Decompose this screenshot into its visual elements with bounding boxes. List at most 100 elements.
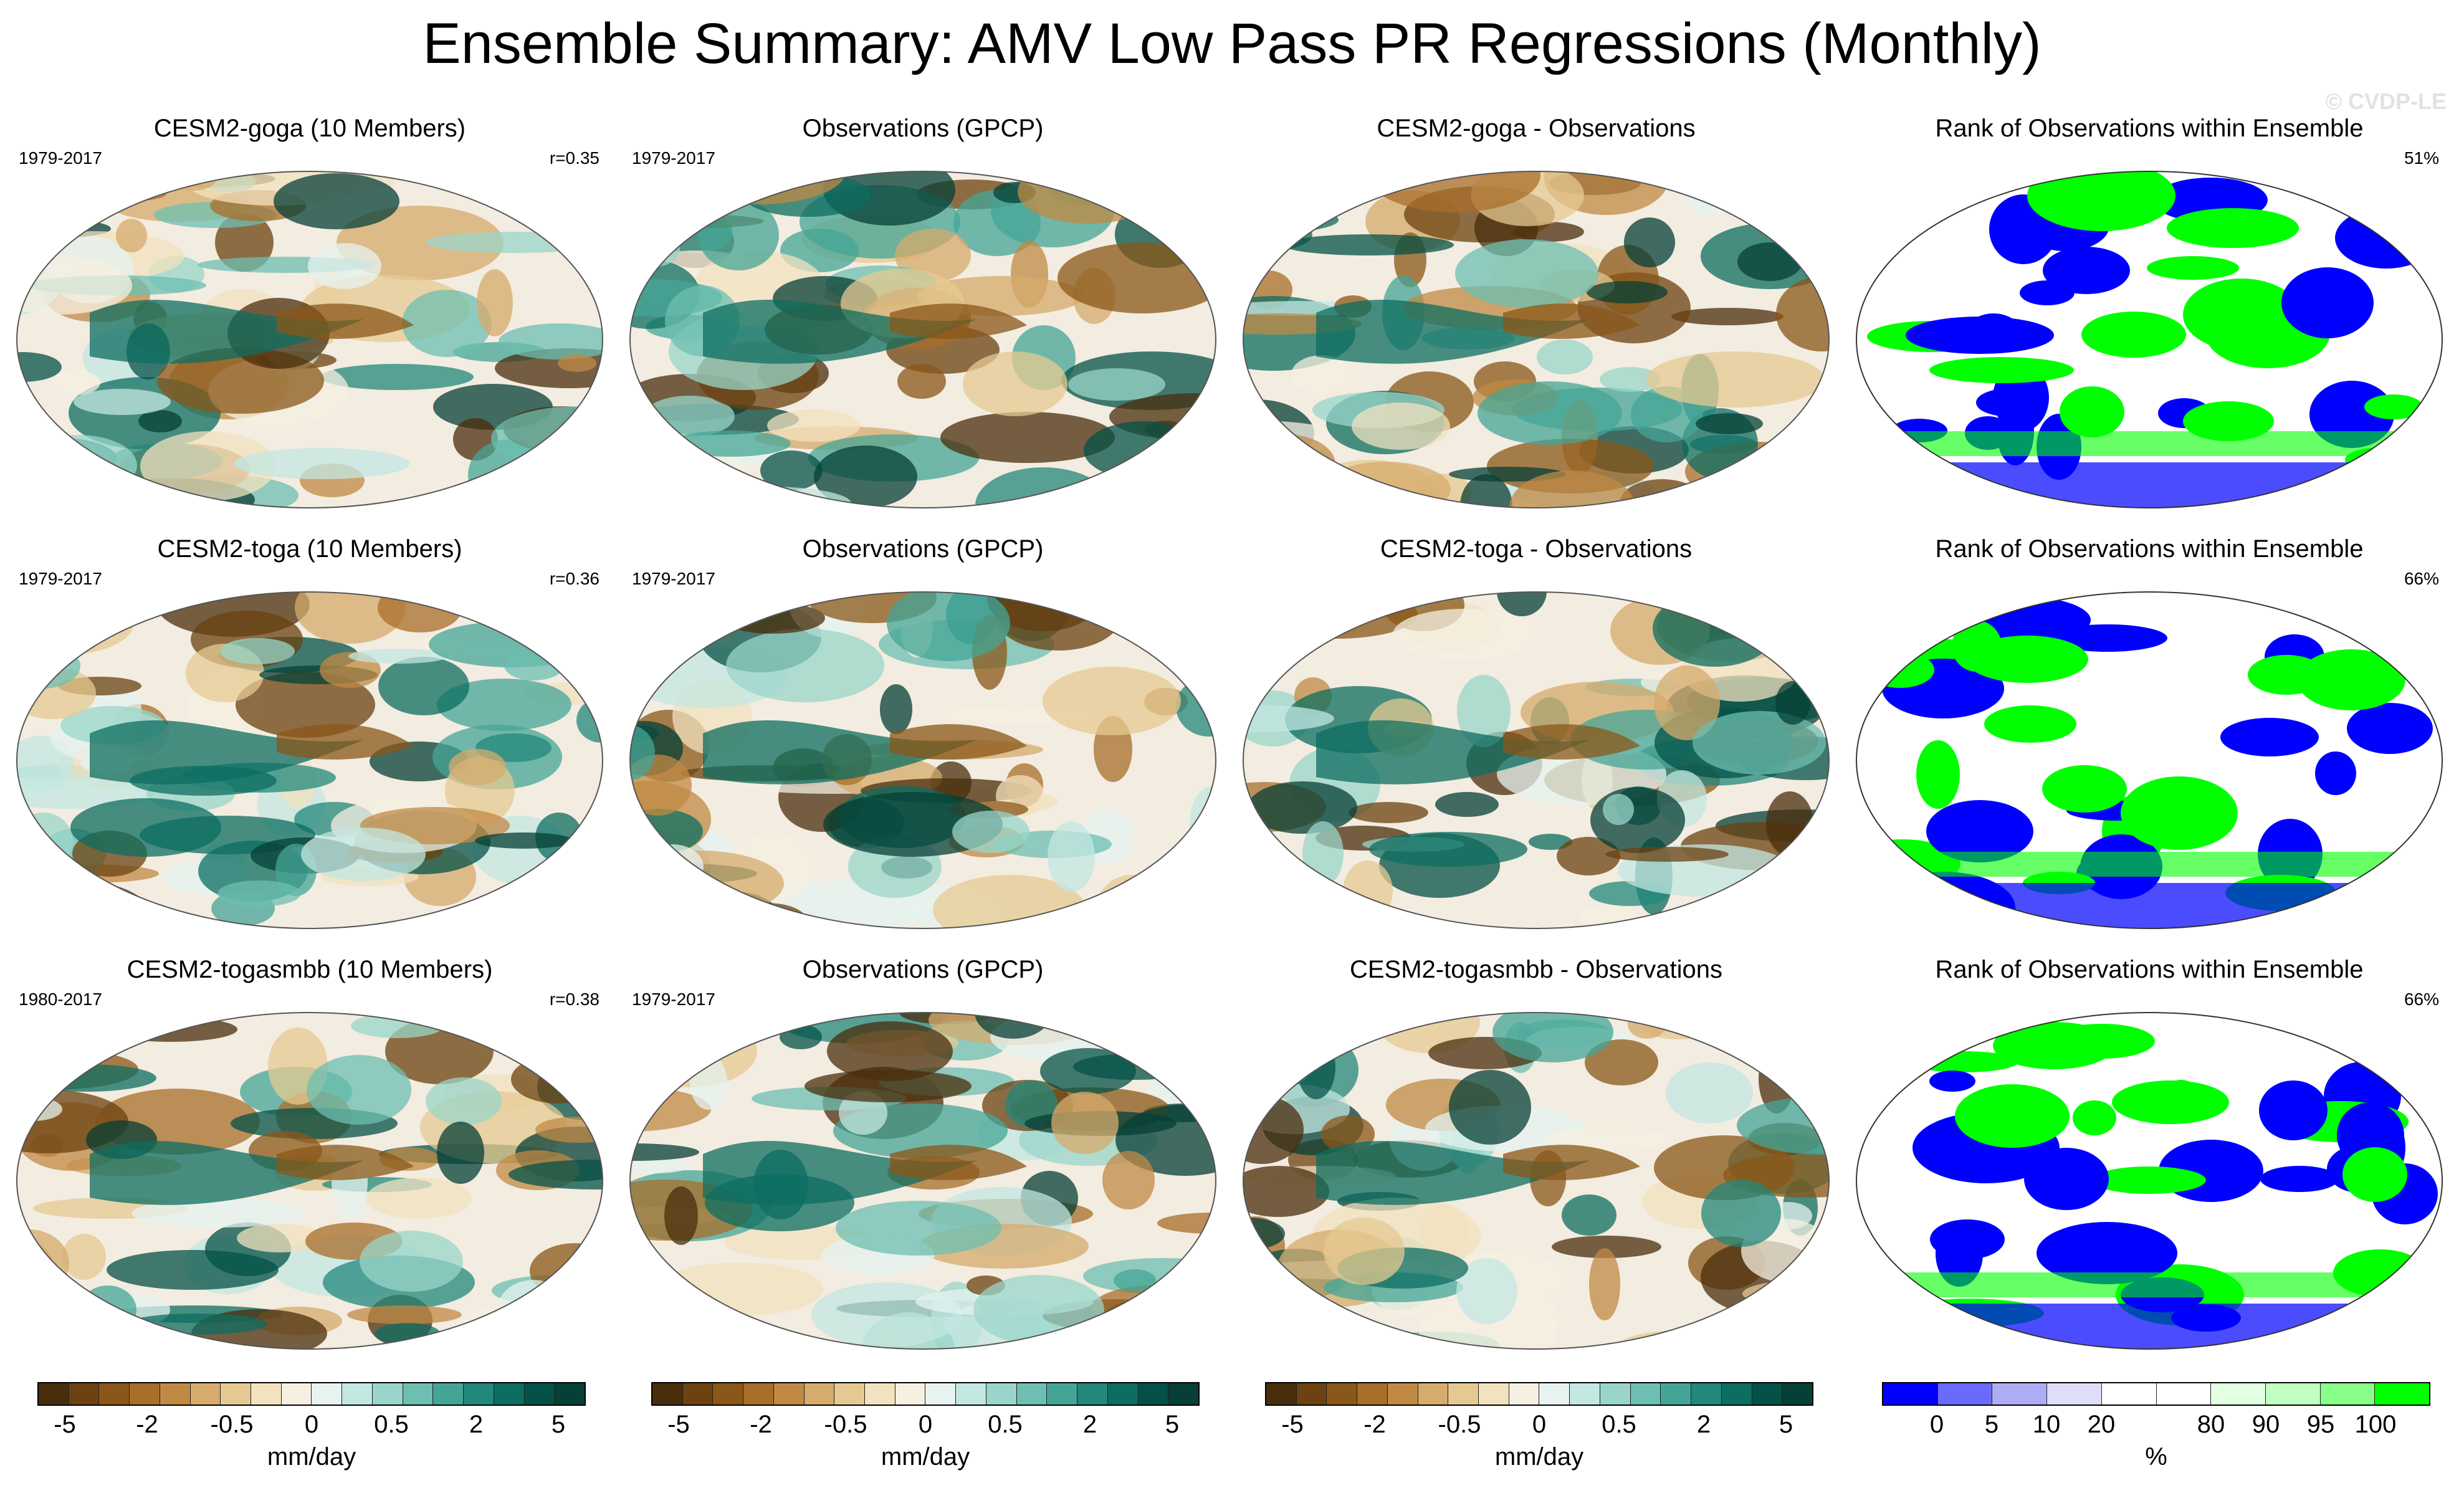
colorbar-unit: mm/day [881, 1443, 970, 1471]
colorbar-swatch [1630, 1383, 1661, 1405]
colorbar-swatch [1752, 1383, 1783, 1405]
panel-years: 1979-2017 [632, 569, 715, 588]
panel-rank-percent: 66% [2404, 569, 2439, 588]
rank-map [1855, 1011, 2444, 1351]
panel-title: Observations (GPCP) [802, 956, 1044, 983]
colorbar-swatch [190, 1383, 221, 1405]
colorbar-tick-label: -2 [750, 1411, 772, 1438]
colorbar-tick-label: 2 [1696, 1411, 1711, 1438]
panel-title: CESM2-togasmbb - Observations [1349, 956, 1722, 983]
colorbar-swatch [834, 1383, 866, 1405]
colorbar-swatch [39, 1383, 69, 1405]
panel-title: Rank of Observations within Ensemble [1935, 115, 2364, 142]
colorbar-tick-label: 0.5 [374, 1411, 409, 1438]
panel-diff-row3: CESM2-togasmbb - Observations [1234, 953, 1838, 1352]
colorbar-tick-label: -5 [54, 1411, 76, 1438]
colorbar-tick-label: 5 [1165, 1411, 1180, 1438]
colorbar-swatch [1782, 1383, 1812, 1405]
panel-correlation: r=0.36 [549, 569, 599, 588]
colorbar-tick-label: -0.5 [824, 1411, 867, 1438]
colorbar-tick-label: -0.5 [210, 1411, 254, 1438]
colorbar-tick-label: 0 [1532, 1411, 1547, 1438]
colorbar-unit: mm/day [267, 1443, 356, 1471]
colorbar-swatch [1016, 1383, 1048, 1405]
colorbar-swatch [1168, 1383, 1198, 1405]
colorbar-swatch [494, 1383, 525, 1405]
colorbar-unit: mm/day [1494, 1443, 1584, 1471]
colorbar-swatch [433, 1383, 464, 1405]
colorbar-swatches [1265, 1382, 1813, 1406]
panel-title: Observations (GPCP) [802, 115, 1044, 142]
colorbar-tick-label: 0 [918, 1411, 933, 1438]
colorbar-swatch [1721, 1383, 1752, 1405]
colorbar-swatches [1882, 1382, 2430, 1406]
regression-map [15, 590, 604, 930]
colorbar-tick-label: 0.5 [1602, 1411, 1636, 1438]
colorbar-swatch [1937, 1383, 1993, 1405]
colorbar-swatch [1387, 1383, 1418, 1405]
colorbar-swatch [524, 1383, 555, 1405]
colorbar-tick-label: 100 [2354, 1411, 2397, 1438]
colorbar-swatch [251, 1383, 282, 1405]
colorbar-unit: % [2145, 1443, 2167, 1471]
colorbar-swatch [312, 1383, 343, 1405]
regression-map [628, 1011, 1218, 1351]
colorbar-swatch [342, 1383, 373, 1405]
panel-obs-row2: Observations (GPCP) 1979-2017 [621, 533, 1225, 932]
panel-years: 1980-2017 [19, 990, 102, 1009]
colorbar-tick-label: 90 [2252, 1411, 2280, 1438]
panel-obs-row3: Observations (GPCP) 1979-2017 [621, 953, 1225, 1352]
rank-map [1855, 590, 2444, 930]
colorbar-swatch [2320, 1383, 2376, 1405]
regression-map [628, 169, 1218, 510]
colorbar-tick-label: -5 [1281, 1411, 1304, 1438]
colorbar-swatch [2156, 1383, 2212, 1405]
colorbar-swatch [1509, 1383, 1540, 1405]
colorbar-swatch [1327, 1383, 1358, 1405]
panel-title: CESM2-toga - Observations [1380, 535, 1693, 563]
regression-map [1241, 169, 1831, 510]
colorbar-swatch [1570, 1383, 1600, 1405]
panel-correlation: r=0.38 [549, 990, 599, 1009]
colorbar-swatch [925, 1383, 957, 1405]
colorbar-tick-label: -5 [667, 1411, 690, 1438]
colorbar-swatch [1539, 1383, 1570, 1405]
panel-title: Rank of Observations within Ensemble [1935, 535, 2364, 563]
colorbar-swatch [713, 1383, 744, 1405]
panel-years: 1979-2017 [19, 569, 102, 588]
colorbar-swatch [895, 1383, 926, 1405]
colorbar-tick-label: 0.5 [988, 1411, 1023, 1438]
panel-ensemble-row1: CESM2-goga (10 Members) 1979-2017 r=0.35 [7, 112, 612, 511]
colorbar-tick-label: -2 [1363, 1411, 1386, 1438]
panel-diff-row1: CESM2-goga - Observations [1234, 112, 1838, 511]
colorbar-tick-label: 80 [2197, 1411, 2225, 1438]
colorbar-swatch [773, 1383, 805, 1405]
colorbar-tick-label: 5 [1779, 1411, 1793, 1438]
colorbar-tick-label: 10 [2032, 1411, 2061, 1438]
colorbar-tick-label: 0 [1929, 1411, 1944, 1438]
figure-title: Ensemble Summary: AMV Low Pass PR Regres… [423, 12, 2041, 75]
colorbar-swatch [865, 1383, 895, 1405]
regression-map [15, 1011, 604, 1351]
panel-rank-percent: 66% [2404, 990, 2439, 1009]
colorbar-swatch [2047, 1383, 2102, 1405]
panel-title: CESM2-goga (10 Members) [153, 115, 466, 142]
regression-map [1241, 590, 1831, 930]
colorbar-swatch [281, 1383, 312, 1405]
colorbar-swatch [99, 1383, 130, 1405]
panel-title: Rank of Observations within Ensemble [1935, 956, 2364, 983]
colorbar-tick-label: -0.5 [1438, 1411, 1481, 1438]
colorbar-swatch [1266, 1383, 1297, 1405]
panel-years: 1979-2017 [632, 148, 715, 168]
panel-ensemble-row2: CESM2-toga (10 Members) 1979-2017 r=0.36 [7, 533, 612, 932]
panel-obs-row1: Observations (GPCP) 1979-2017 [621, 112, 1225, 511]
colorbar-swatch [403, 1383, 434, 1405]
colorbar-observations: -5 -2 -0.5 0 0.5 2 5 mm/day [651, 1382, 1200, 1488]
colorbar-swatch [464, 1383, 494, 1405]
colorbar-swatch [2265, 1383, 2321, 1405]
colorbar-tick-label: 20 [2087, 1411, 2116, 1438]
colorbar-tick-label: 2 [1082, 1411, 1097, 1438]
colorbar-swatch [221, 1383, 252, 1405]
colorbar-swatch [1138, 1383, 1169, 1405]
colorbar-difference: -5 -2 -0.5 0 0.5 2 5 mm/day [1265, 1382, 1813, 1488]
